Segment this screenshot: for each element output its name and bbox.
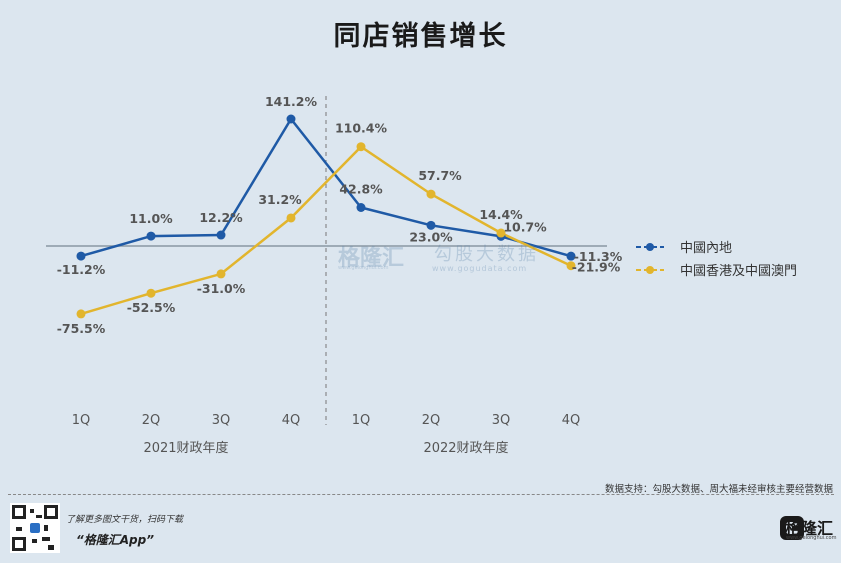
series-0-point: [286, 114, 296, 124]
x-tick-label: 4Q: [562, 413, 581, 428]
legend-label: 中國香港及中國澳門: [680, 263, 797, 279]
data-label: -31.0%: [197, 281, 246, 296]
x-tick-label: 4Q: [282, 413, 301, 428]
watermark-brand: 格隆汇: [338, 246, 405, 271]
line-chart: -11.2% 11.0% 12.2% 141.2% 42.8% 23.0% 10.7% -11…: [46, 94, 797, 456]
data-label: -52.5%: [127, 300, 176, 315]
watermark-brand-url: www.gelonghui.com: [338, 265, 389, 271]
data-label: 141.2%: [265, 94, 318, 109]
qr-code-icon: [10, 503, 60, 553]
series-1-point: [76, 309, 86, 319]
promo-text: 了解更多图文干货，扫码下载: [66, 515, 184, 525]
series-0-point: [356, 203, 366, 213]
promo-app-name: “格隆汇App”: [76, 533, 154, 547]
watermark-data-provider: 勾股大数据: [434, 244, 539, 265]
data-label: 12.2%: [199, 210, 243, 225]
brand-name: 格隆汇: [785, 519, 834, 538]
chart-title: 同店销售增长: [333, 21, 508, 52]
x-tick-label: 3Q: [492, 413, 511, 428]
fiscal-year-label: 2021财政年度: [143, 440, 228, 456]
data-label: 110.4%: [335, 121, 388, 136]
data-label: 23.0%: [409, 229, 453, 244]
x-tick-label: 2Q: [422, 413, 441, 428]
legend-marker-0: [646, 243, 654, 251]
series-0-point: [146, 231, 156, 241]
data-source-note: 数据支持：勾股大数据、周大福未经审核主要经营数据: [604, 484, 833, 495]
series-0-point: [76, 251, 86, 261]
data-label: -11.2%: [57, 262, 106, 277]
data-label: -75.5%: [57, 321, 106, 336]
data-label: -11.3%: [574, 249, 623, 264]
series-1-point: [426, 189, 436, 199]
series-1-point: [496, 228, 506, 238]
data-label: 14.4%: [479, 207, 523, 222]
x-tick-label: 1Q: [352, 413, 371, 428]
data-label: 11.0%: [129, 211, 173, 226]
series-1-point: [286, 213, 296, 223]
series-1-point: [216, 269, 226, 279]
data-label: 31.2%: [258, 192, 302, 207]
x-tick-label: 1Q: [72, 413, 91, 428]
series-line-0: [80, 116, 572, 258]
series-0-point: [426, 220, 436, 230]
series-1-point: [146, 288, 156, 298]
data-label: 57.7%: [418, 168, 462, 183]
fiscal-year-label: 2022财政年度: [423, 440, 508, 456]
series-1-point: [356, 142, 366, 152]
brand-url: www.gelonghui.com: [786, 535, 837, 541]
data-label: 42.8%: [339, 182, 383, 197]
footer-divider: [8, 494, 834, 495]
brand-logo-icon: [780, 516, 804, 540]
series-line-1: [80, 145, 572, 316]
x-tick-label: 2Q: [142, 413, 161, 428]
data-label: 10.7%: [503, 219, 547, 234]
x-tick-label: 3Q: [212, 413, 231, 428]
legend-label: 中國內地: [680, 241, 732, 256]
legend-marker-1: [646, 266, 654, 274]
series-0-point: [566, 251, 576, 261]
series-0-point: [216, 230, 226, 240]
series-1-point: [566, 261, 576, 271]
data-label: -21.9%: [572, 260, 621, 275]
watermark-url: www.gogudata.com: [432, 264, 528, 273]
